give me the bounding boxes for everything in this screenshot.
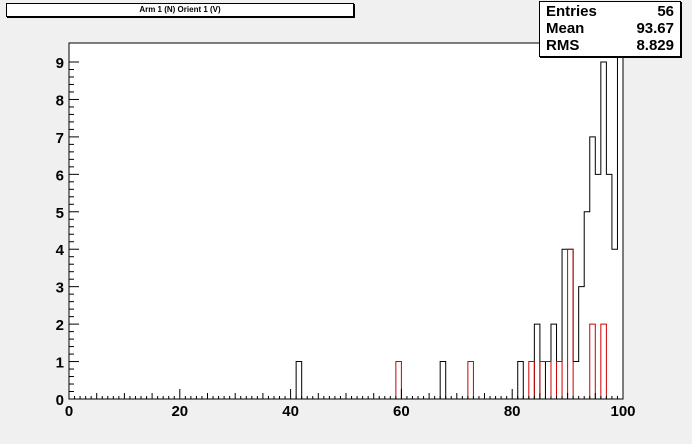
stats-value: 93.67	[636, 20, 674, 37]
chart-title: Arm 1 (N) Orient 1 (V)	[6, 3, 354, 17]
x-tick-label: 80	[504, 403, 521, 420]
stats-box: Entries 56 Mean 93.67 RMS 8.829	[539, 1, 681, 57]
y-tick-label: 0	[56, 392, 64, 409]
stats-value: 8.829	[636, 37, 674, 54]
stats-row-rms: RMS 8.829	[546, 37, 674, 55]
y-tick-label: 7	[56, 130, 64, 147]
y-tick-label: 9	[56, 55, 64, 72]
plot-area	[69, 43, 623, 399]
stats-label: Entries	[546, 3, 597, 20]
stats-label: Mean	[546, 20, 585, 37]
x-tick-label: 60	[393, 403, 410, 420]
stats-value: 56	[657, 3, 674, 20]
y-tick-label: 1	[56, 355, 64, 372]
x-tick-label: 0	[65, 403, 73, 420]
y-tick-label: 5	[56, 205, 64, 222]
y-tick-label: 3	[56, 280, 64, 297]
y-tick-label: 6	[56, 167, 64, 184]
y-tick-label: 4	[56, 242, 65, 259]
y-tick-label: 2	[56, 317, 64, 334]
x-tick-label: 20	[171, 403, 188, 420]
chart-title-text: Arm 1 (N) Orient 1 (V)	[139, 5, 221, 14]
y-tick-label: 8	[56, 92, 64, 109]
stats-label: RMS	[546, 37, 580, 54]
stats-row-entries: Entries 56	[546, 3, 674, 21]
x-tick-label: 40	[282, 403, 299, 420]
x-tick-label: 100	[610, 403, 635, 420]
stats-row-mean: Mean 93.67	[546, 20, 674, 38]
